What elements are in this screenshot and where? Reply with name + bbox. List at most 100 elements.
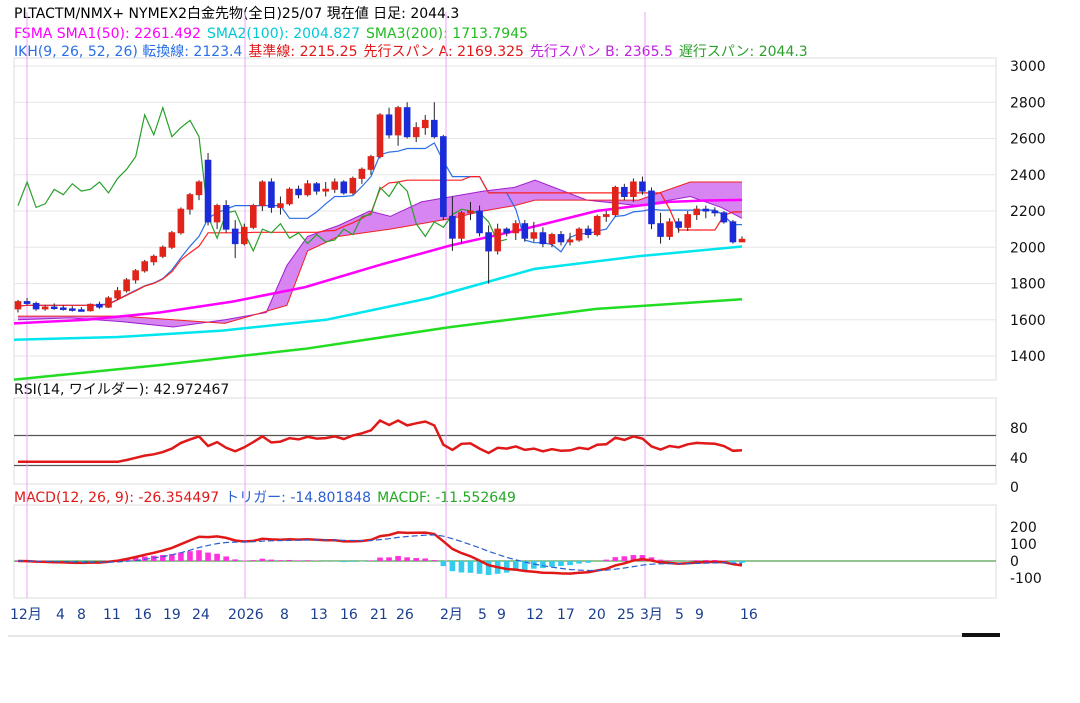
candle-body: [259, 181, 266, 207]
candle-body: [277, 203, 284, 208]
macd-histogram-bar: [259, 558, 266, 561]
price-tick-label: 2600: [1010, 132, 1046, 148]
candle-body: [231, 228, 239, 245]
x-tick-label: 26: [396, 607, 414, 623]
candle-body: [593, 215, 601, 236]
macd-histogram-bar: [223, 556, 229, 561]
macd-histogram-bar: [386, 557, 392, 561]
chikou-line: [17, 105, 507, 253]
macd-tick-label: -100: [1010, 571, 1042, 587]
candle-body: [59, 307, 67, 310]
macd-histogram-bar: [169, 554, 175, 561]
candle-body: [602, 214, 610, 217]
macd-histogram-bar: [250, 560, 257, 561]
sma1-line: [13, 198, 743, 325]
macd-histogram-bar: [449, 561, 456, 572]
macd-histogram-bar: [693, 560, 700, 561]
candle-body: [648, 190, 655, 225]
candle-body: [240, 226, 248, 245]
candle-body: [322, 188, 330, 192]
x-tick-label: 3月: [640, 607, 663, 623]
chikou-legend: 遅行スパン: 2044.3: [678, 44, 808, 60]
candle-body: [575, 228, 583, 241]
macd-histogram-bar: [268, 559, 275, 561]
candle-body: [150, 255, 158, 263]
ichimoku-legend: IKH(9, 26, 52, 26) 転換線: 2123.4 基準線: 2215.…: [14, 44, 814, 60]
macd-histogram-bar: [512, 561, 519, 571]
x-tick-label: 9: [497, 607, 506, 623]
candle-body: [548, 234, 556, 245]
macd-histogram-bar: [458, 561, 465, 573]
x-tick-label: 16: [134, 607, 152, 623]
candle-body: [630, 181, 637, 197]
macd-histogram-bar: [431, 560, 438, 561]
candle-body: [376, 114, 384, 158]
candle-body: [666, 221, 673, 237]
candle-body: [286, 188, 293, 205]
price-tick-label: 2800: [1010, 95, 1046, 111]
macd-panel-frame: [13, 504, 997, 599]
x-tick-label: 4: [56, 607, 65, 623]
candle-body: [675, 221, 682, 228]
x-tick-label: 24: [192, 607, 210, 623]
x-tick-label: 25: [617, 607, 635, 623]
chart-title: PLTACTM/NMX+ NYMEX2白金先物(全日)25/07 現在値 日足:…: [14, 6, 460, 22]
price-tick-label: 1600: [1010, 313, 1046, 329]
candle-body: [512, 223, 520, 234]
candle-body: [222, 205, 230, 230]
macd-histogram-bar: [187, 551, 193, 561]
macd-tick-label: 0: [1010, 554, 1019, 570]
x-tick-label: 20: [588, 607, 606, 623]
x-tick-label: 9: [695, 607, 704, 623]
candle-body: [530, 232, 538, 239]
x-tick-label: 21: [370, 607, 388, 623]
senkou-a-line: [17, 179, 743, 328]
macd-tick-label: 200: [1010, 520, 1037, 536]
macd-trigger-line: [18, 534, 743, 572]
candle-body: [213, 205, 221, 223]
macd-histogram-bar: [630, 555, 637, 561]
macd-histogram-bar: [132, 557, 139, 561]
macd-histogram-bar: [422, 558, 429, 561]
candle-body: [177, 208, 185, 234]
candle-body: [123, 279, 130, 292]
candle-body: [249, 205, 257, 228]
candle-body: [657, 223, 664, 237]
macd-histogram-bar: [567, 561, 573, 566]
candle-body: [430, 119, 438, 138]
x-tick-label: 12月: [10, 607, 42, 623]
candle-body: [132, 270, 139, 281]
macd-histogram-bar: [413, 558, 420, 561]
x-tick-label: 8: [280, 607, 289, 623]
candle-body: [467, 210, 474, 214]
candle-body: [403, 107, 411, 138]
macd-histogram-bar: [666, 560, 673, 561]
candle-body: [539, 232, 547, 245]
candle-body: [268, 181, 275, 208]
senkou-a-legend: 先行スパン A: 2169.325: [363, 44, 524, 60]
candle-body: [729, 221, 737, 243]
price-tick-label: 1400: [1010, 349, 1046, 365]
candle-body: [711, 210, 719, 214]
candle-body: [14, 301, 22, 310]
macd-histogram-bar: [521, 561, 528, 570]
candle-body: [204, 159, 212, 223]
macd-histogram-bar: [404, 557, 410, 561]
trigger-legend: トリガー: -14.801848: [225, 490, 372, 506]
candle-body: [684, 214, 692, 228]
candle-body: [78, 309, 85, 312]
macd-histogram-bar: [702, 559, 709, 561]
macd-histogram-bar: [350, 561, 356, 562]
candle-body: [340, 181, 348, 194]
rsi-title: RSI(14, ワイルダー): 42.972467: [14, 382, 230, 398]
macd-histogram-bar: [585, 561, 591, 563]
macd-line: [17, 531, 743, 575]
candle-body: [503, 228, 511, 234]
candle-body: [186, 194, 194, 210]
sma2-line: [13, 245, 743, 341]
ichimoku-cloud: [18, 180, 742, 327]
macd-histogram-bar: [485, 561, 492, 575]
rsi-tick-label: 80: [1010, 421, 1028, 437]
candle-body: [23, 301, 31, 304]
